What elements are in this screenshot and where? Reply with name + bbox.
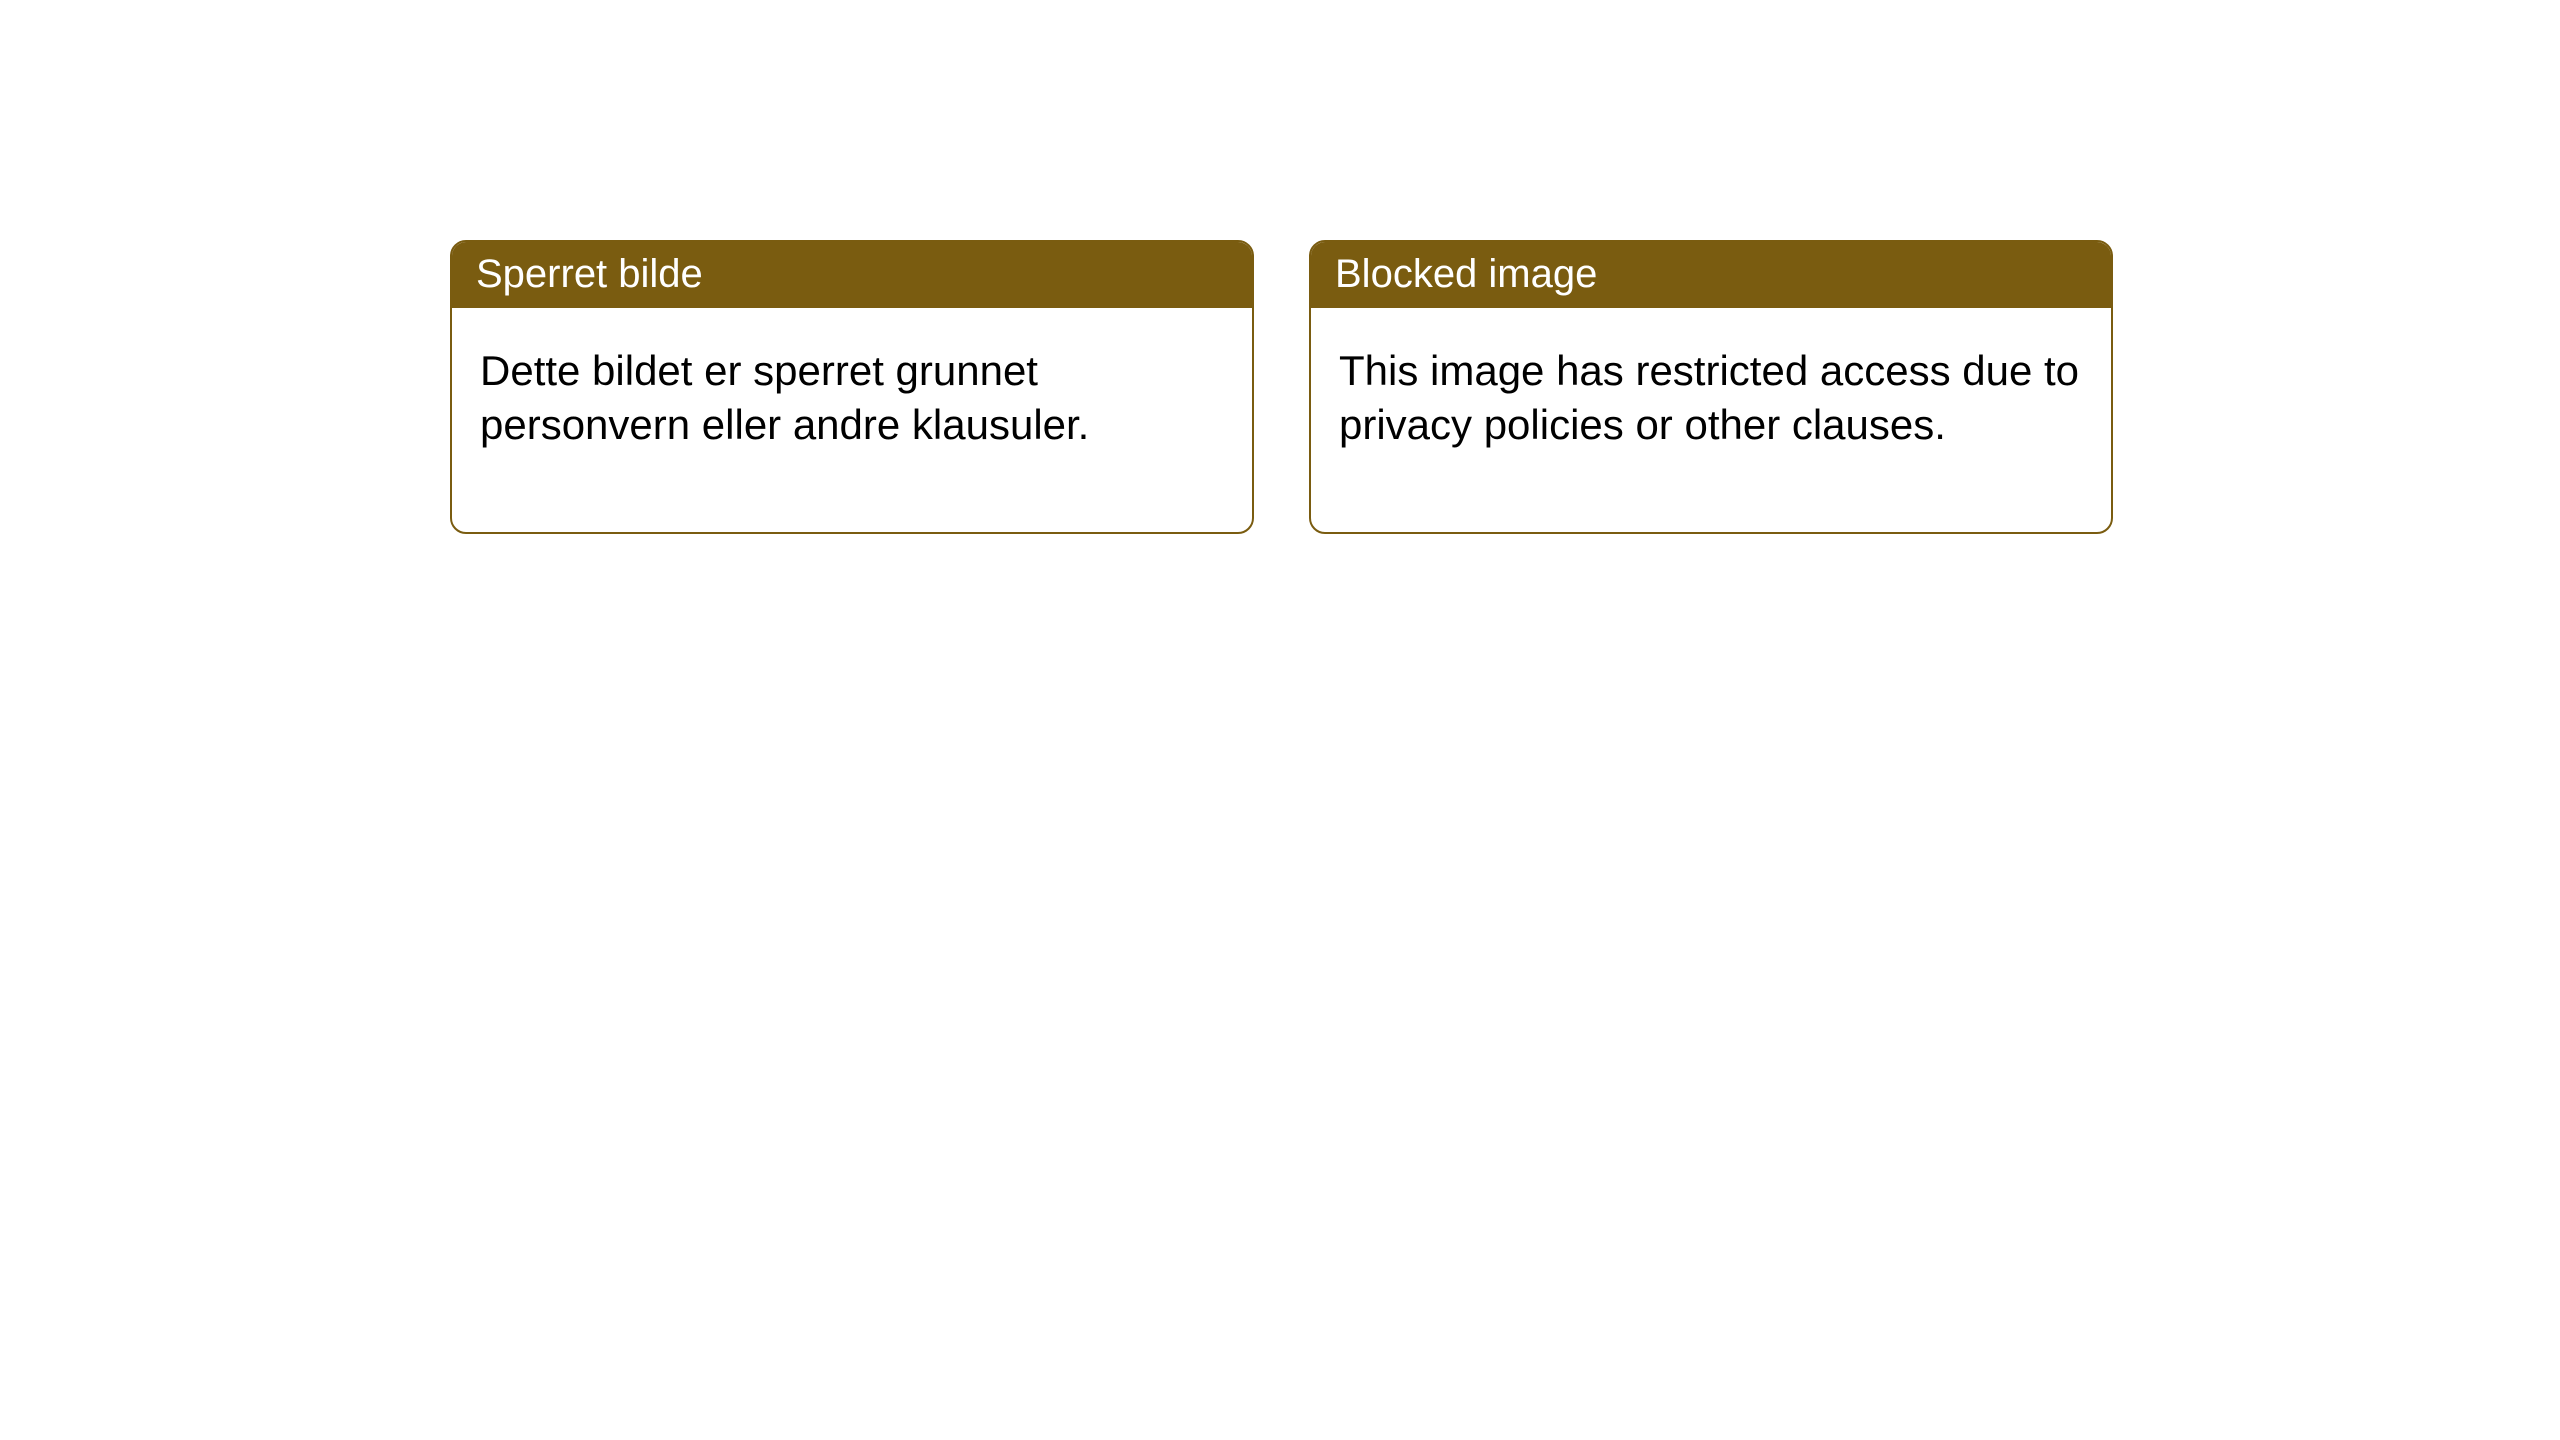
- notice-body-norwegian: Dette bildet er sperret grunnet personve…: [452, 308, 1252, 532]
- notice-card-norwegian: Sperret bilde Dette bildet er sperret gr…: [450, 240, 1254, 534]
- notice-body-english: This image has restricted access due to …: [1311, 308, 2111, 532]
- notice-card-english: Blocked image This image has restricted …: [1309, 240, 2113, 534]
- notice-container: Sperret bilde Dette bildet er sperret gr…: [450, 240, 2113, 534]
- notice-header-english: Blocked image: [1311, 242, 2111, 308]
- notice-header-norwegian: Sperret bilde: [452, 242, 1252, 308]
